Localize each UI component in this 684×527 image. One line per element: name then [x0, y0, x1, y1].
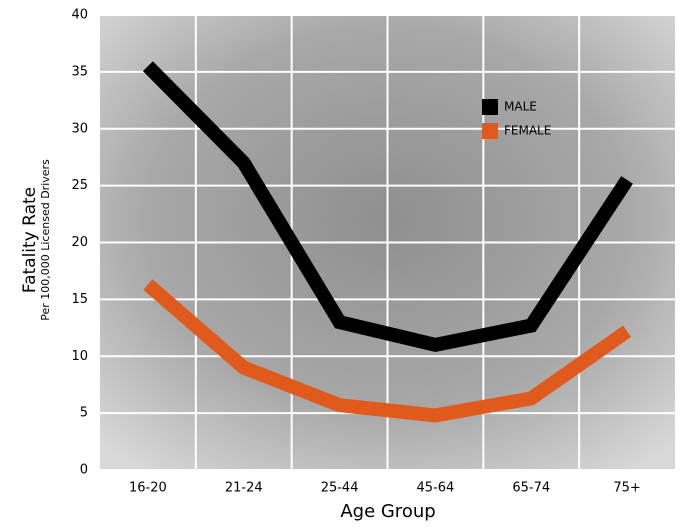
legend-label: FEMALE — [504, 124, 551, 138]
legend-swatch — [482, 99, 498, 115]
y-tick-label: 20 — [71, 235, 88, 250]
y-tick-label: 30 — [71, 121, 88, 136]
chart: Fatality Rate Per 100,000 Licensed Drive… — [0, 0, 684, 527]
legend-label: MALE — [504, 100, 537, 114]
y-tick-label: 10 — [71, 349, 88, 364]
x-tick-label: 75+ — [613, 481, 640, 496]
x-tick-label: 65-74 — [512, 481, 550, 496]
legend-swatch — [482, 123, 498, 139]
y-tick-label: 25 — [71, 178, 88, 193]
y-tick-label: 5 — [80, 406, 88, 421]
x-axis-label: Age Group — [340, 501, 435, 522]
y-tick-label: 40 — [71, 8, 88, 23]
x-tick-label: 45-64 — [417, 481, 455, 496]
y-tick-label: 35 — [71, 64, 88, 79]
y-axis-label: Fatality Rate — [20, 187, 40, 293]
x-tick-label: 25-44 — [321, 481, 359, 496]
y-tick-label: 0 — [80, 463, 88, 478]
x-tick-label: 21-24 — [225, 481, 263, 496]
y-axis-sublabel: Per 100,000 Licensed Drivers — [39, 159, 52, 321]
y-tick-label: 15 — [71, 292, 88, 307]
x-tick-label: 16-20 — [129, 481, 167, 496]
